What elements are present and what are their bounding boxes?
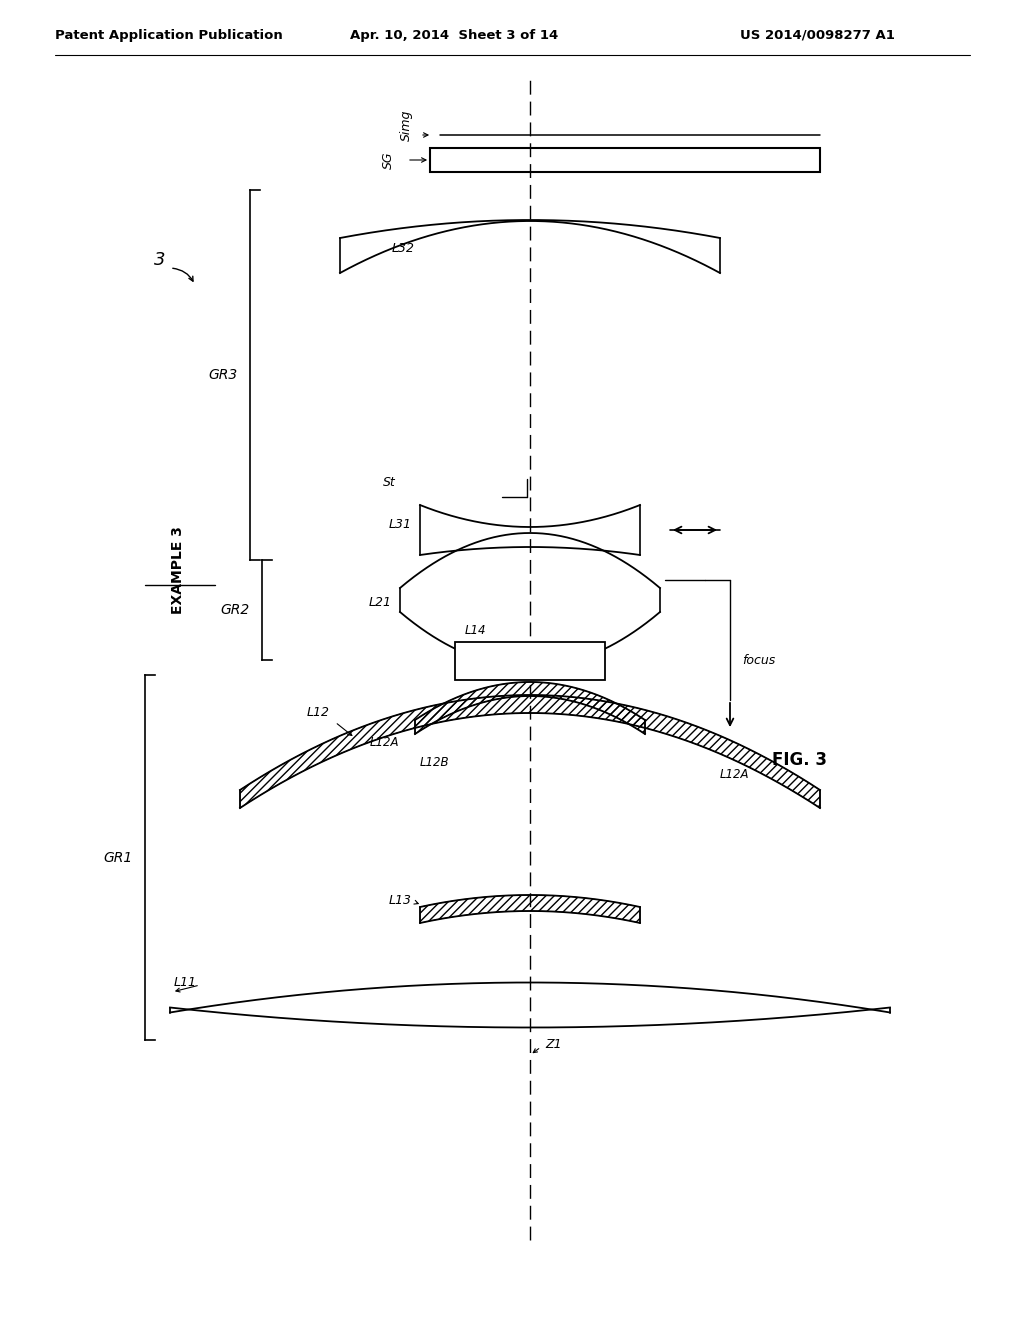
Text: GR1: GR1: [103, 850, 133, 865]
Text: Simg: Simg: [400, 110, 413, 141]
Text: US 2014/0098277 A1: US 2014/0098277 A1: [740, 29, 895, 41]
Text: St: St: [383, 477, 396, 490]
Text: EXAMPLE 3: EXAMPLE 3: [171, 527, 185, 614]
Text: GR2: GR2: [221, 603, 250, 616]
Text: L21: L21: [369, 595, 392, 609]
Text: L31: L31: [389, 519, 412, 532]
Bar: [430, 148, 820, 172]
Text: L12B: L12B: [420, 755, 450, 768]
Text: SG: SG: [382, 152, 395, 169]
FancyArrowPatch shape: [534, 1048, 539, 1052]
Text: L12A: L12A: [370, 735, 399, 748]
Text: L12A: L12A: [720, 768, 750, 781]
Text: Z1: Z1: [545, 1039, 561, 1052]
FancyArrowPatch shape: [410, 158, 426, 162]
Text: Apr. 10, 2014  Sheet 3 of 14: Apr. 10, 2014 Sheet 3 of 14: [350, 29, 558, 41]
Text: Patent Application Publication: Patent Application Publication: [55, 29, 283, 41]
Text: L14: L14: [465, 624, 486, 638]
Text: L11: L11: [174, 975, 197, 989]
FancyArrowPatch shape: [423, 133, 428, 137]
FancyArrowPatch shape: [176, 986, 198, 991]
Bar: [455, 642, 605, 680]
Text: focus: focus: [742, 653, 775, 667]
FancyArrowPatch shape: [337, 723, 352, 735]
Text: L12: L12: [307, 706, 330, 719]
Text: 3: 3: [155, 251, 166, 269]
Text: GR3: GR3: [209, 368, 238, 381]
Text: FIG. 3: FIG. 3: [772, 751, 827, 770]
FancyArrowPatch shape: [173, 268, 193, 281]
FancyArrowPatch shape: [414, 900, 418, 904]
Text: L13: L13: [389, 894, 412, 907]
Text: L32: L32: [392, 242, 415, 255]
